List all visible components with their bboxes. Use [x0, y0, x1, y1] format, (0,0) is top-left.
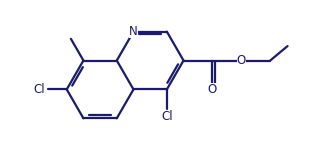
Text: Cl: Cl [34, 83, 45, 96]
Text: Cl: Cl [161, 110, 173, 123]
Text: O: O [208, 83, 217, 96]
Text: N: N [129, 25, 138, 38]
Text: O: O [237, 54, 246, 67]
